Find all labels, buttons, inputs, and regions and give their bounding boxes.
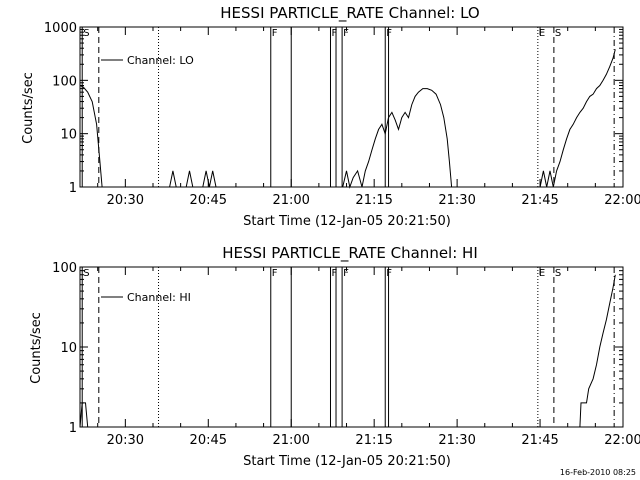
generation-timestamp: 16-Feb-2010 08:25 — [560, 468, 636, 477]
panel-hi-xtick-label: 20:30 — [107, 433, 144, 448]
panel-hi-xtick-label: 22:00 — [604, 433, 640, 448]
panel-lo-event-marker-label: F — [343, 28, 349, 39]
panel-hi-event-marker-label: E — [539, 268, 545, 279]
panel-lo-ytick-label: 100 — [52, 74, 77, 89]
panel-lo: HESSI PARTICLE_RATE Channel: LO Counts/s… — [21, 4, 640, 229]
panel-lo-event-marker-label: S — [555, 28, 561, 39]
panel-hi-series-line — [579, 274, 616, 428]
panel-lo-legend-label: Channel: LO — [127, 54, 194, 67]
panel-lo-xtick-label: 21:30 — [438, 193, 475, 208]
panel-lo-plot: 20:30 20:45 21:00 21:15 21:30 21:45 22:00 1 10 10… — [44, 21, 640, 208]
panel-hi-xtick-label: 20:45 — [190, 433, 227, 448]
panel-hi-xtick-label: 21:15 — [355, 433, 392, 448]
panel-hi-event-marker-label: F — [343, 268, 349, 279]
panel-lo-event-marker-label: E — [539, 28, 545, 39]
panel-lo-xtick-label: 21:00 — [272, 193, 309, 208]
panel-hi-ytick-label: 1 — [69, 421, 77, 436]
panel-lo-xtick-label: 21:45 — [521, 193, 558, 208]
panel-lo-series-line — [169, 170, 177, 188]
panel-lo-xtick-label: 22:00 — [604, 193, 640, 208]
panel-hi-xtick-label: 21:30 — [438, 433, 475, 448]
panel-lo-ytick-label: 10 — [60, 128, 77, 143]
panel-hi-series-line — [79, 402, 89, 428]
panel-lo-frame — [79, 26, 624, 188]
panel-lo-xtick-label: 21:15 — [355, 193, 392, 208]
panel-lo-series-line — [202, 170, 217, 188]
panel-hi-plot: 20:30 20:45 21:00 21:15 21:30 21:45 22:00 1 10 10… — [52, 261, 640, 448]
panel-hi-event-marker-label: S — [555, 268, 561, 279]
panel-lo-xtick-label: 20:45 — [190, 193, 227, 208]
panel-lo-event-marker-label: F — [386, 28, 392, 39]
panel-lo-xlabel: Start Time (12-Jan-05 20:21:50) — [243, 214, 451, 229]
panel-lo-ytick-label: 1 — [69, 181, 77, 196]
panel-lo-ylabel: Counts/sec — [21, 72, 36, 144]
panel-hi-event-marker-label: S — [83, 268, 89, 279]
panel-hi-xtick-label: 21:45 — [521, 433, 558, 448]
panel-lo-xtick-label: 20:30 — [107, 193, 144, 208]
panel-lo-series-line — [342, 88, 453, 189]
panel-lo-event-marker-label: F — [331, 28, 337, 39]
panel-hi-event-marker-label: F — [272, 268, 278, 279]
panel-hi-ytick-label: 100 — [52, 261, 77, 276]
panel-lo-event-marker-label: S — [83, 28, 89, 39]
panel-hi-xlabel: Start Time (12-Jan-05 20:21:50) — [243, 454, 451, 469]
panel-lo-ytick-label: 1000 — [44, 21, 77, 36]
panel-lo-event-marker-label: F — [272, 28, 278, 39]
panel-hi-event-marker-label: F — [386, 268, 392, 279]
panel-hi-title: HESSI PARTICLE_RATE Channel: HI — [222, 244, 478, 263]
panel-lo-series-line — [185, 170, 194, 188]
panel-lo-title: HESSI PARTICLE_RATE Channel: LO — [220, 4, 479, 23]
panel-lo-series-line — [539, 49, 616, 188]
panel-hi-ytick-label: 10 — [60, 341, 77, 356]
panel-hi-event-marker-label: F — [331, 268, 337, 279]
panel-hi-ylabel: Counts/sec — [29, 312, 44, 384]
panel-hi: HESSI PARTICLE_RATE Channel: HI Counts/s… — [29, 244, 640, 469]
panel-hi-xtick-label: 21:00 — [272, 433, 309, 448]
panel-lo-series-line — [79, 85, 103, 188]
